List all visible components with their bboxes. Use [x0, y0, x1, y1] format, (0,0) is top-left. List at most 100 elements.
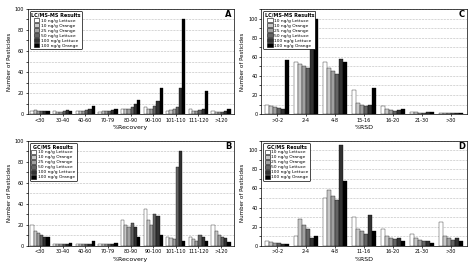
- Bar: [343, 62, 347, 114]
- Bar: [218, 112, 221, 114]
- Bar: [144, 209, 147, 246]
- X-axis label: %Recovery: %Recovery: [113, 257, 148, 262]
- Bar: [352, 90, 356, 114]
- Bar: [393, 111, 397, 114]
- Bar: [166, 238, 169, 246]
- X-axis label: %Recovery: %Recovery: [113, 125, 148, 130]
- Bar: [192, 111, 195, 114]
- Bar: [439, 113, 443, 114]
- Bar: [215, 112, 218, 114]
- Bar: [130, 223, 134, 246]
- Bar: [426, 112, 430, 114]
- Bar: [368, 215, 372, 246]
- Bar: [156, 216, 160, 246]
- Bar: [79, 244, 82, 246]
- Bar: [59, 112, 63, 114]
- Bar: [368, 105, 372, 114]
- Bar: [459, 113, 464, 114]
- Bar: [372, 231, 376, 246]
- Bar: [364, 234, 368, 246]
- Bar: [273, 107, 277, 114]
- Bar: [89, 109, 91, 114]
- Bar: [128, 227, 130, 246]
- Bar: [179, 88, 182, 114]
- Bar: [422, 241, 426, 246]
- Bar: [91, 240, 95, 246]
- Bar: [189, 238, 192, 246]
- Bar: [306, 68, 310, 114]
- Bar: [182, 240, 185, 246]
- Bar: [176, 167, 179, 246]
- Bar: [298, 64, 302, 114]
- Bar: [302, 225, 306, 246]
- Bar: [156, 101, 160, 114]
- Bar: [166, 111, 169, 114]
- Bar: [331, 196, 335, 246]
- Bar: [69, 111, 72, 114]
- Text: D: D: [458, 142, 465, 151]
- Text: C: C: [459, 10, 465, 19]
- Bar: [360, 231, 364, 246]
- Bar: [269, 107, 273, 114]
- Bar: [385, 236, 389, 246]
- Bar: [418, 240, 422, 246]
- Legend: 10 ng/g Lettuce, 10 ng/g Orange, 25 ng/g Orange, 50 ng/g Lettuce, 100 ng/g Lettu: 10 ng/g Lettuce, 10 ng/g Orange, 25 ng/g…: [264, 11, 316, 49]
- Bar: [451, 240, 455, 246]
- Bar: [455, 113, 459, 114]
- Bar: [124, 225, 128, 246]
- Bar: [343, 181, 347, 246]
- Bar: [314, 19, 319, 114]
- Bar: [105, 111, 108, 114]
- Bar: [108, 111, 111, 114]
- Bar: [173, 109, 176, 114]
- Bar: [221, 112, 224, 114]
- Bar: [211, 111, 215, 114]
- Bar: [160, 88, 163, 114]
- Bar: [447, 238, 451, 246]
- Bar: [53, 111, 56, 114]
- Bar: [418, 113, 422, 114]
- Bar: [144, 107, 147, 114]
- Bar: [153, 214, 156, 246]
- Bar: [98, 112, 101, 114]
- Bar: [443, 113, 447, 114]
- Bar: [182, 19, 185, 114]
- Bar: [298, 219, 302, 246]
- Bar: [121, 109, 124, 114]
- Bar: [150, 109, 153, 114]
- Bar: [323, 198, 327, 246]
- Bar: [414, 238, 418, 246]
- Bar: [228, 242, 231, 246]
- Bar: [285, 60, 290, 114]
- Bar: [430, 112, 435, 114]
- Bar: [221, 238, 224, 246]
- Bar: [381, 107, 385, 114]
- Bar: [447, 113, 451, 114]
- Bar: [218, 235, 221, 246]
- Bar: [76, 111, 79, 114]
- Bar: [459, 241, 464, 246]
- Bar: [356, 229, 360, 246]
- Bar: [91, 106, 95, 114]
- Bar: [385, 109, 389, 114]
- Bar: [79, 111, 82, 114]
- Bar: [40, 111, 43, 114]
- Bar: [422, 113, 426, 114]
- Bar: [56, 244, 59, 246]
- Bar: [134, 104, 137, 114]
- Bar: [124, 109, 128, 114]
- Bar: [130, 107, 134, 114]
- Bar: [360, 105, 364, 114]
- Bar: [137, 100, 140, 114]
- Bar: [352, 217, 356, 246]
- Bar: [199, 235, 201, 246]
- Bar: [69, 243, 72, 246]
- Bar: [195, 111, 199, 114]
- Bar: [34, 231, 37, 246]
- Bar: [302, 66, 306, 114]
- Y-axis label: Number of Pesticides: Number of Pesticides: [7, 164, 12, 222]
- Bar: [189, 109, 192, 114]
- Bar: [314, 236, 319, 246]
- Bar: [114, 109, 118, 114]
- Bar: [426, 241, 430, 246]
